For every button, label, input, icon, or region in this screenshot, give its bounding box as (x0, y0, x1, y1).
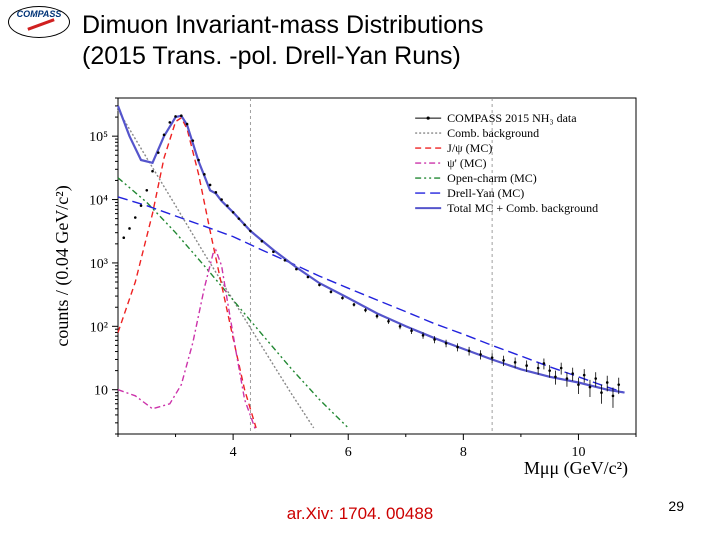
svg-text:counts / (0.04 GeV/c²): counts / (0.04 GeV/c²) (52, 185, 73, 346)
svg-text:ψ' (MC): ψ' (MC) (447, 156, 486, 170)
svg-text:Drell-Yan (MC): Drell-Yan (MC) (447, 186, 524, 200)
page-title: Dimuon Invariant-mass Distributions (201… (82, 10, 700, 73)
page-number: 29 (668, 498, 684, 514)
svg-text:Mμμ (GeV/c²): Mμμ (GeV/c²) (524, 458, 628, 479)
title-line-1: Dimuon Invariant-mass Distributions (82, 11, 484, 39)
svg-text:Comb. background: Comb. background (447, 126, 539, 140)
mass-distribution-chart: 468101010²10³10⁴10⁵Mμμ (GeV/c²)counts / … (46, 90, 656, 480)
svg-text:10: 10 (94, 384, 108, 399)
svg-text:4: 4 (230, 445, 237, 460)
svg-text:6: 6 (345, 445, 352, 460)
svg-text:Open-charm (MC): Open-charm (MC) (447, 171, 537, 185)
arxiv-reference: ar.Xiv: 1704. 00488 (0, 504, 720, 524)
svg-text:J/ψ (MC): J/ψ (MC) (447, 141, 492, 155)
svg-text:10³: 10³ (90, 257, 108, 272)
title-line-2: (2015 Trans. -pol. Drell-Yan Runs) (82, 42, 461, 70)
compass-logo: COMPASS (8, 6, 70, 38)
svg-text:COMPASS 2015 NH₃ data: COMPASS 2015 NH₃ data (447, 111, 577, 125)
svg-text:Total MC + Comb. background: Total MC + Comb. background (447, 201, 598, 215)
logo-text: COMPASS (17, 9, 62, 19)
svg-text:10⁵: 10⁵ (89, 130, 108, 145)
svg-text:8: 8 (460, 445, 467, 460)
svg-text:10⁴: 10⁴ (89, 194, 108, 209)
svg-text:10²: 10² (90, 320, 108, 335)
